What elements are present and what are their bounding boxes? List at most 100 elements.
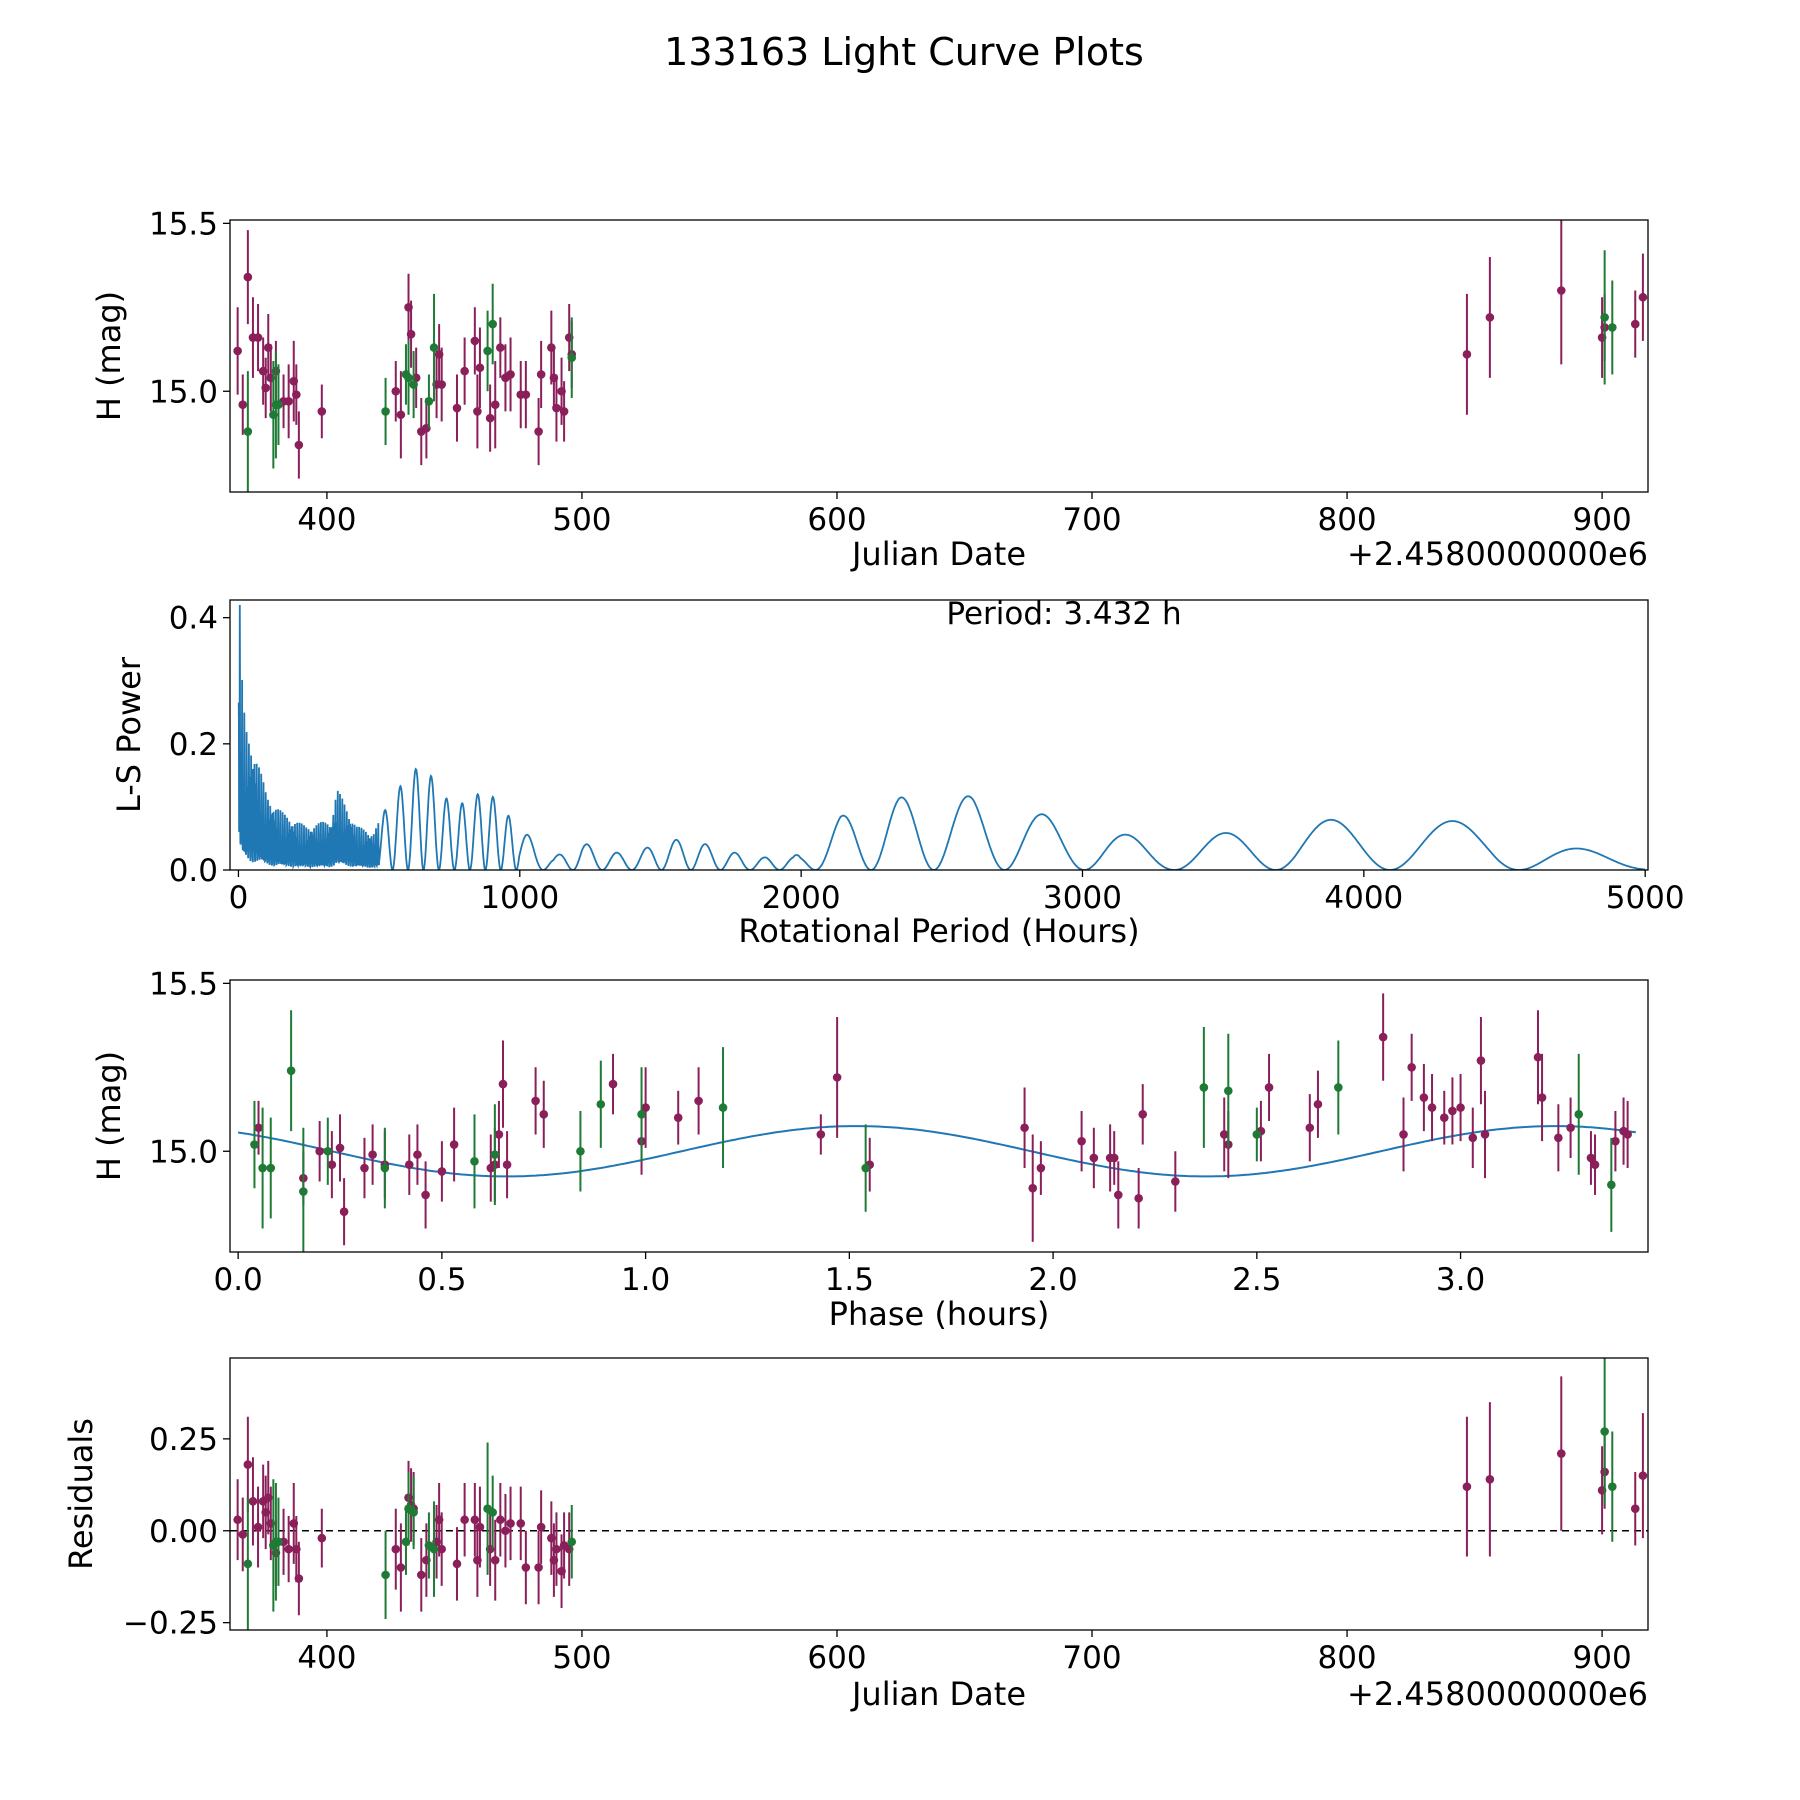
data-point — [339, 1207, 349, 1217]
data-point — [576, 1146, 585, 1156]
data-point — [452, 403, 462, 413]
data-point — [1630, 1504, 1640, 1514]
x-tick-label: 1.5 — [825, 1262, 874, 1298]
y-tick-label: 0.0 — [169, 853, 218, 889]
data-point — [360, 1163, 369, 1173]
data-point — [1462, 1482, 1472, 1491]
data-point — [253, 333, 263, 342]
data-point — [832, 1073, 842, 1082]
y-tick-label: 15.0 — [149, 374, 218, 410]
y-axis-label: H (mag) — [90, 291, 128, 421]
data-point — [534, 1563, 543, 1572]
x-tick-label: 600 — [807, 502, 866, 538]
data-point — [1252, 1130, 1262, 1139]
data-point — [596, 1099, 606, 1109]
data-point — [559, 407, 569, 416]
data-point — [496, 1515, 505, 1525]
y-tick-label: 15.5 — [149, 206, 218, 242]
data-point — [1462, 350, 1472, 359]
data-point — [413, 1150, 422, 1159]
data-point — [380, 1163, 390, 1173]
data-point — [1600, 1427, 1609, 1436]
data-point — [406, 329, 416, 339]
data-point — [391, 1544, 401, 1554]
data-point — [1264, 1083, 1274, 1092]
x-tick-label: 700 — [1062, 1640, 1121, 1676]
data-point — [475, 363, 485, 373]
data-point — [536, 1522, 546, 1532]
data-point — [323, 1146, 333, 1156]
data-point — [421, 1190, 430, 1200]
data-point — [1077, 1136, 1086, 1146]
data-point — [286, 1066, 296, 1075]
y-axis-label: H (mag) — [90, 1051, 128, 1181]
data-point — [470, 336, 480, 346]
series-green — [243, 250, 1617, 492]
data-point — [233, 1515, 242, 1525]
y-tick-label: 15.5 — [149, 966, 218, 1002]
data-point — [409, 1508, 418, 1517]
data-point — [1448, 1106, 1457, 1116]
data-point — [429, 343, 439, 352]
data-point — [460, 1515, 469, 1525]
data-point — [1556, 1449, 1566, 1458]
x-tick-label: 500 — [552, 502, 611, 538]
data-point — [274, 1537, 283, 1547]
data-point — [608, 1079, 618, 1089]
data-point — [1485, 1474, 1495, 1484]
data-point — [1586, 1153, 1596, 1163]
y-axis-label: Residuals — [62, 1418, 100, 1570]
x-tick-label: 2.5 — [1232, 1262, 1281, 1298]
data-point — [490, 1150, 500, 1159]
x-tick-label: 4000 — [1324, 880, 1403, 916]
x-axis-label: Phase (hours) — [829, 1295, 1050, 1333]
data-point — [641, 1103, 650, 1112]
data-point — [233, 346, 242, 356]
y-tick-label: 0.2 — [169, 727, 218, 763]
x-tick-label: 400 — [297, 502, 356, 538]
figure-title: 133163 Light Curve Plots — [664, 30, 1144, 74]
data-point — [284, 397, 293, 406]
x-tick-label: 800 — [1317, 502, 1376, 538]
data-point — [1199, 1083, 1209, 1092]
data-point — [429, 1544, 439, 1554]
data-point — [485, 413, 495, 423]
data-point — [567, 1537, 577, 1547]
data-point — [250, 1140, 259, 1149]
data-point — [409, 380, 418, 389]
x-offset-label: +2.4580000000e6 — [1347, 1675, 1648, 1713]
x-axis-label: Rotational Period (Hours) — [738, 912, 1139, 950]
data-point — [498, 1079, 508, 1089]
y-tick-label: 15.0 — [149, 1134, 218, 1170]
data-point — [1600, 313, 1609, 322]
data-point — [1623, 1130, 1632, 1139]
data-point — [1109, 1153, 1119, 1163]
data-point — [254, 1123, 263, 1133]
series-red — [233, 1376, 1648, 1616]
data-point — [1378, 1032, 1388, 1042]
y-tick-label: −0.25 — [123, 1606, 218, 1642]
y-axis-label: L-S Power — [110, 656, 148, 813]
data-point — [1485, 313, 1495, 322]
data-point — [501, 1526, 510, 1536]
data-point — [243, 1460, 253, 1469]
data-point — [1407, 1063, 1416, 1072]
data-point — [317, 407, 327, 416]
data-point — [861, 1163, 870, 1173]
data-point — [1611, 1136, 1620, 1146]
data-point — [315, 1146, 324, 1156]
data-point — [253, 1522, 263, 1532]
y-tick-label: 0.00 — [149, 1514, 218, 1550]
data-point — [521, 390, 531, 399]
plot-area — [233, 220, 1648, 492]
panel-folded-curve: 0.0 0.5 1.0 1.5 2.0 2.5 3.0 15.0 15.5 Phase (hour… — [90, 966, 1649, 1333]
data-point — [1028, 1183, 1038, 1193]
data-point — [1476, 1056, 1486, 1065]
data-point — [1554, 1133, 1563, 1143]
plot-area — [230, 1358, 1648, 1630]
x-tick-label: 5000 — [1606, 880, 1685, 916]
data-point — [1456, 1103, 1465, 1112]
data-point — [460, 366, 469, 376]
data-point — [502, 1160, 512, 1169]
